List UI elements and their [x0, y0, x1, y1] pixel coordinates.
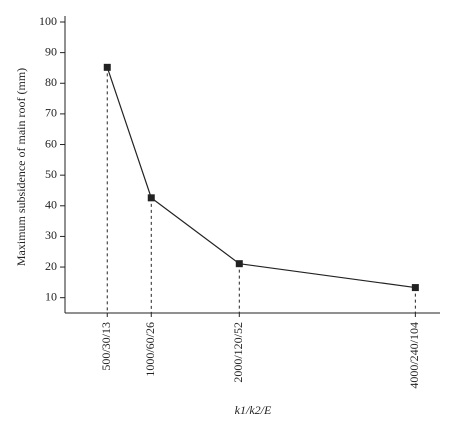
marker	[411, 284, 419, 292]
marker	[235, 260, 243, 268]
x-tick-label: 1000/60/26	[143, 322, 157, 377]
y-tick-label: 60	[45, 136, 57, 150]
y-tick-label: 30	[45, 228, 57, 242]
x-tick-label: 2000/120/52	[231, 322, 245, 383]
x-tick-label: 500/30/13	[99, 322, 113, 371]
x-axis-label: k1/k2/E	[235, 403, 272, 417]
y-tick-label: 100	[39, 14, 57, 28]
x-tick-label: 4000/240/104	[407, 322, 421, 389]
line	[106, 67, 416, 289]
y-tick-label: 50	[45, 167, 57, 181]
marker	[147, 194, 155, 202]
y-tick-label: 10	[45, 289, 57, 303]
y-axis-label: Maximum subsidence of main roof (mm)	[14, 68, 28, 266]
marker	[103, 63, 111, 71]
y-tick-label: 40	[45, 198, 57, 212]
y-tick-label: 90	[45, 44, 57, 58]
y-tick-label: 20	[45, 259, 57, 273]
y-tick-label: 80	[45, 75, 57, 89]
y-tick-label: 70	[45, 106, 57, 120]
